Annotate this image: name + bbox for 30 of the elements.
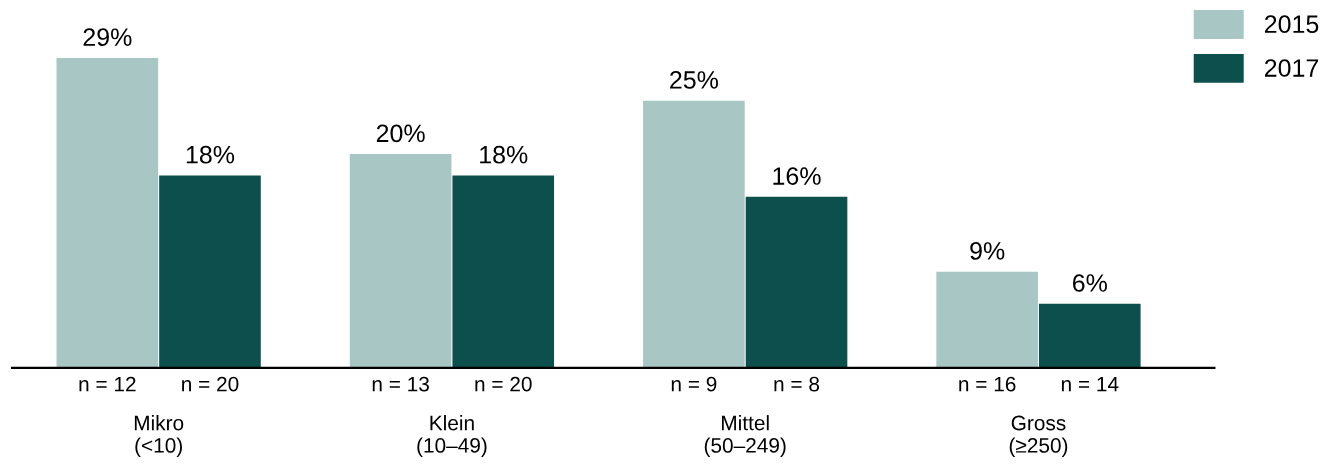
data-label: 18% xyxy=(480,145,528,164)
bar xyxy=(745,196,848,368)
bar xyxy=(349,154,452,368)
text: n = 16 xyxy=(959,376,1016,392)
bar xyxy=(56,57,159,368)
legend-label: 2017 xyxy=(1264,59,1319,77)
bar xyxy=(1038,303,1141,368)
data-label: 6% xyxy=(1072,274,1107,292)
text: n = 9 xyxy=(671,376,717,392)
x-tick-label: Mittel (50–249) xyxy=(704,415,786,457)
legend-label: 2015 xyxy=(1264,15,1319,33)
data-label: 16% xyxy=(773,167,821,185)
text: n = 14 xyxy=(1061,376,1119,392)
text: n = 8 xyxy=(774,376,820,392)
bar xyxy=(159,175,261,368)
text: n = 12 xyxy=(79,376,136,392)
text: n = 20 xyxy=(475,376,532,392)
data-label: 29% xyxy=(83,28,132,46)
data-label: 9% xyxy=(970,242,1005,260)
x-tick-label: Mikro (<10) xyxy=(134,415,184,457)
text: n = 20 xyxy=(182,376,239,392)
x-tick-label: Klein (10–49) xyxy=(417,415,487,457)
bar xyxy=(643,100,745,368)
text: n = 13 xyxy=(372,376,429,392)
data-label: 18% xyxy=(186,145,235,164)
bar xyxy=(452,175,555,368)
data-label: 25% xyxy=(670,71,718,89)
x-tick-label: Gross (≥250) xyxy=(1009,415,1068,457)
data-label: 20% xyxy=(376,124,425,143)
bar xyxy=(936,271,1038,368)
